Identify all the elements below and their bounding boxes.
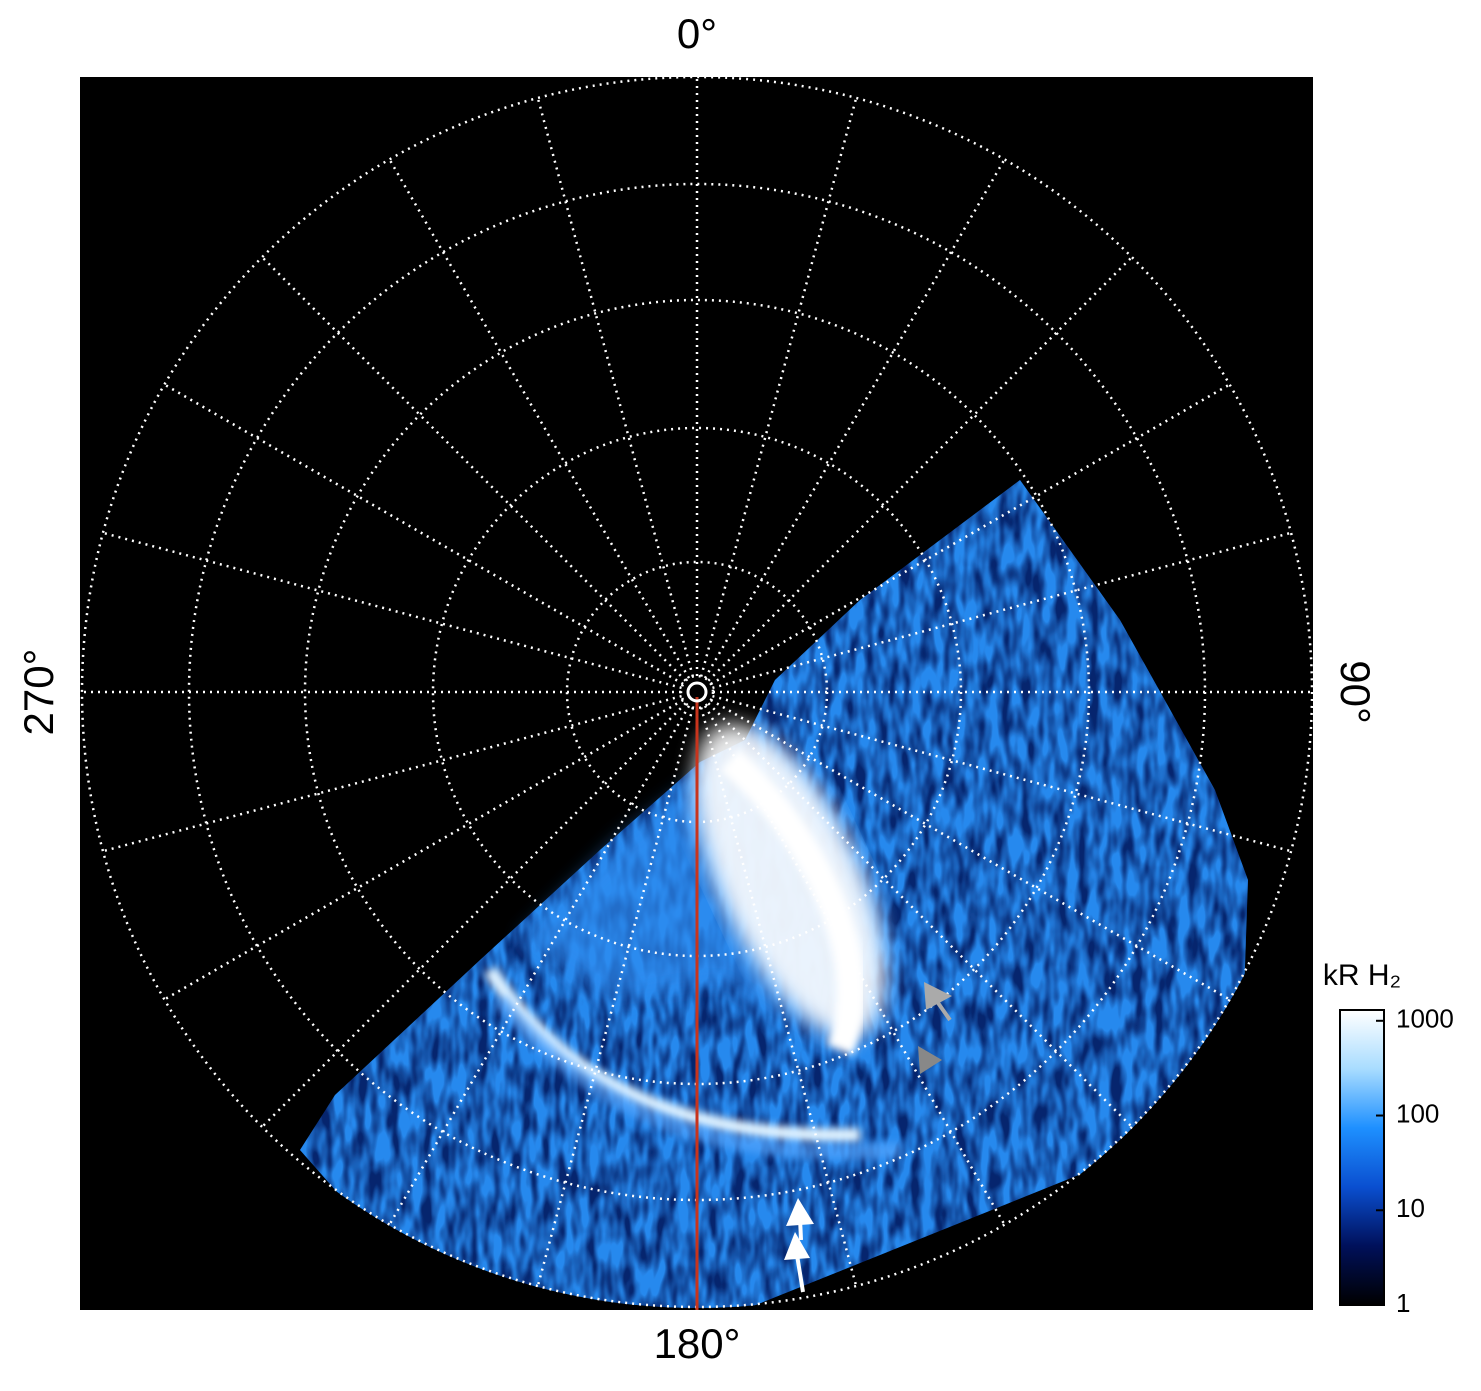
grid-spoke bbox=[163, 383, 684, 686]
colorbar-tick-label: 1000 bbox=[1396, 1004, 1454, 1034]
grid-ring bbox=[80, 77, 1313, 1309]
grid-spoke bbox=[102, 694, 682, 853]
colorbar-tick-label: 1 bbox=[1396, 1288, 1410, 1318]
grid-spoke bbox=[388, 705, 691, 1226]
angle-labels: 0° 90° 180° 270° bbox=[15, 10, 1379, 1367]
colorbar: kR H₂ 1 10 100 1000 bbox=[1323, 959, 1454, 1318]
grid-spoke bbox=[163, 698, 684, 1001]
colorbar-tick-label: 10 bbox=[1396, 1193, 1425, 1223]
grid-spoke bbox=[712, 694, 1292, 853]
angle-label: 270° bbox=[15, 649, 62, 736]
grid-spoke bbox=[536, 707, 695, 1287]
grid-spoke bbox=[710, 383, 1231, 686]
grid-spoke bbox=[703, 705, 1006, 1226]
angle-label: 0° bbox=[677, 10, 717, 57]
grid-spoke bbox=[712, 531, 1292, 690]
grid-spoke bbox=[710, 698, 1231, 1001]
aurora-image bbox=[300, 480, 1248, 1308]
colorbar-scale bbox=[1339, 1009, 1385, 1306]
grid-spoke bbox=[707, 256, 1133, 682]
colorbar-tick-label: 100 bbox=[1396, 1098, 1439, 1128]
grid-spoke bbox=[388, 158, 691, 679]
grid-spoke bbox=[102, 531, 682, 690]
angle-label: 90° bbox=[1332, 660, 1379, 724]
colorbar-title: kR H₂ bbox=[1323, 959, 1401, 992]
grid-spoke bbox=[699, 97, 858, 677]
grid-spoke bbox=[703, 158, 1006, 679]
grid-spoke bbox=[261, 256, 687, 682]
grid-spoke bbox=[707, 702, 1133, 1128]
angle-label: 180° bbox=[654, 1320, 741, 1367]
pole-marker bbox=[686, 681, 708, 703]
grid-ring bbox=[303, 298, 1091, 1086]
grid-spoke bbox=[699, 707, 858, 1287]
grid-spoke bbox=[536, 97, 695, 677]
grid-spoke bbox=[261, 702, 687, 1128]
arrows bbox=[784, 982, 952, 1293]
